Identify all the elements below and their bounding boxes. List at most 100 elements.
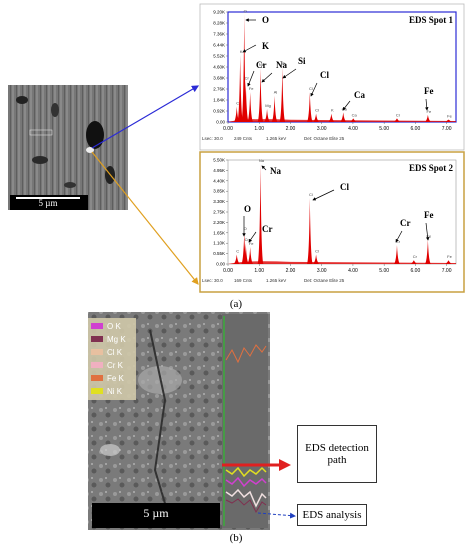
x-tick-label: 7.00 bbox=[442, 126, 452, 132]
annotation-arrow bbox=[261, 165, 267, 171]
spectrum-footer: 1.265 keV bbox=[266, 136, 286, 141]
spectrum-title: EDS Spot 1 bbox=[409, 15, 454, 25]
legend-swatch bbox=[91, 375, 103, 381]
element-annotation: Cr bbox=[256, 60, 267, 70]
legend-swatch bbox=[91, 336, 103, 342]
peak-label: Fe bbox=[427, 233, 432, 238]
x-tick-label: 5.00 bbox=[379, 268, 389, 274]
peak-label: Cl bbox=[309, 86, 313, 91]
spectrum-footer: 169 Cnts bbox=[234, 278, 253, 283]
peak-label: Ca bbox=[342, 106, 348, 111]
peak bbox=[257, 68, 264, 122]
y-tick-label: 9.20K bbox=[213, 10, 225, 15]
annotation-arrow bbox=[248, 231, 257, 243]
scale-bar-label: 5 µm bbox=[39, 198, 58, 208]
y-tick-label: 0.00 bbox=[216, 120, 225, 125]
peak bbox=[241, 14, 248, 122]
x-tick-label: 1.00 bbox=[254, 268, 264, 274]
peak-label: Si bbox=[282, 61, 286, 66]
annotation-arrow bbox=[247, 70, 255, 87]
legend-swatch bbox=[91, 349, 103, 355]
x-tick-label: 6.00 bbox=[411, 268, 421, 274]
peak-label: Fe bbox=[427, 109, 432, 114]
element-annotation: O bbox=[244, 204, 251, 214]
x-tick-label: 5.00 bbox=[379, 126, 389, 132]
y-tick-label: 5.50K bbox=[213, 158, 225, 163]
x-tick-label: 3.00 bbox=[317, 126, 327, 132]
legend-label: O K bbox=[107, 322, 121, 331]
peak-label: Cr bbox=[396, 112, 401, 117]
peak bbox=[233, 254, 240, 264]
y-tick-label: 1.65K bbox=[213, 230, 225, 235]
element-annotation: Cr bbox=[262, 224, 273, 234]
peak-label: Cr bbox=[245, 75, 250, 80]
annotation-arrow bbox=[395, 230, 403, 243]
spectrum-footer: Det: Octane Elite 25 bbox=[304, 136, 345, 141]
peak bbox=[241, 231, 248, 264]
x-tick-label: 0.00 bbox=[223, 126, 233, 132]
peak bbox=[410, 260, 417, 264]
y-tick-label: 3.68K bbox=[213, 76, 225, 81]
annotation-arrow bbox=[282, 68, 297, 79]
spectrum-footer: 249 Cnts bbox=[234, 136, 253, 141]
annotation-arrow bbox=[242, 44, 257, 53]
legend-swatch bbox=[91, 323, 103, 329]
legend-label: Cl K bbox=[107, 348, 123, 357]
caption: (a) bbox=[230, 298, 243, 310]
y-tick-label: 7.36K bbox=[213, 32, 225, 37]
peak-label: O bbox=[244, 8, 247, 13]
spectrum-title: EDS Spot 2 bbox=[409, 163, 454, 173]
peak bbox=[306, 92, 313, 122]
peak-label: Mg bbox=[265, 103, 271, 108]
y-tick-label: 0.92K bbox=[213, 109, 225, 114]
x-tick-label: 2.00 bbox=[286, 126, 296, 132]
peak bbox=[350, 118, 357, 122]
sem-image-a: 5 µm bbox=[8, 85, 128, 210]
scale-bar-label: 5 µm bbox=[143, 506, 169, 520]
legend-swatch bbox=[91, 362, 103, 368]
peak bbox=[264, 108, 271, 122]
peak bbox=[237, 55, 244, 122]
connector bbox=[91, 85, 200, 149]
peak-label: Fe bbox=[249, 241, 254, 246]
element-annotation: Ca bbox=[354, 90, 365, 100]
peak bbox=[445, 260, 452, 264]
peak-label: Cl bbox=[315, 108, 319, 113]
peak-label: Ca bbox=[352, 112, 358, 117]
peak bbox=[340, 112, 347, 122]
spectrum-footer: Lsec: 30.0 bbox=[202, 278, 223, 283]
peak bbox=[247, 246, 254, 264]
peak-label: Fe bbox=[447, 114, 452, 119]
connector bbox=[91, 151, 199, 285]
peak-label: Cl bbox=[315, 249, 319, 254]
element-annotation: Fe bbox=[424, 210, 434, 220]
y-tick-label: 8.28K bbox=[213, 21, 225, 26]
y-tick-label: 4.60K bbox=[213, 65, 225, 70]
x-tick-label: 4.00 bbox=[348, 126, 358, 132]
plot-area bbox=[227, 11, 457, 123]
x-tick-label: 4.00 bbox=[348, 268, 358, 274]
peak bbox=[279, 67, 286, 122]
element-annotation: Na bbox=[270, 166, 281, 176]
x-tick-label: 1.00 bbox=[254, 126, 264, 132]
peak bbox=[247, 92, 254, 122]
peak bbox=[328, 113, 335, 122]
element-annotation: Cl bbox=[320, 70, 329, 80]
spectrum-footer: Det: Octane Elite 25 bbox=[304, 278, 345, 283]
element-annotation: K bbox=[262, 41, 269, 51]
x-tick-label: 6.00 bbox=[411, 126, 421, 132]
legend-label: Cr K bbox=[107, 361, 124, 370]
peak bbox=[233, 106, 240, 122]
y-tick-label: 2.76K bbox=[213, 87, 225, 92]
peak bbox=[257, 163, 264, 264]
peak-label: Fe bbox=[249, 86, 254, 91]
element-annotation: Cr bbox=[400, 218, 411, 228]
annotation-arrow bbox=[342, 100, 351, 111]
y-tick-label: 4.95K bbox=[213, 168, 225, 173]
peak bbox=[393, 245, 400, 264]
peak-label: Al bbox=[274, 90, 278, 95]
y-tick-label: 5.52K bbox=[213, 54, 225, 59]
peak-label: C bbox=[236, 249, 239, 254]
y-tick-label: 1.10K bbox=[213, 241, 225, 246]
